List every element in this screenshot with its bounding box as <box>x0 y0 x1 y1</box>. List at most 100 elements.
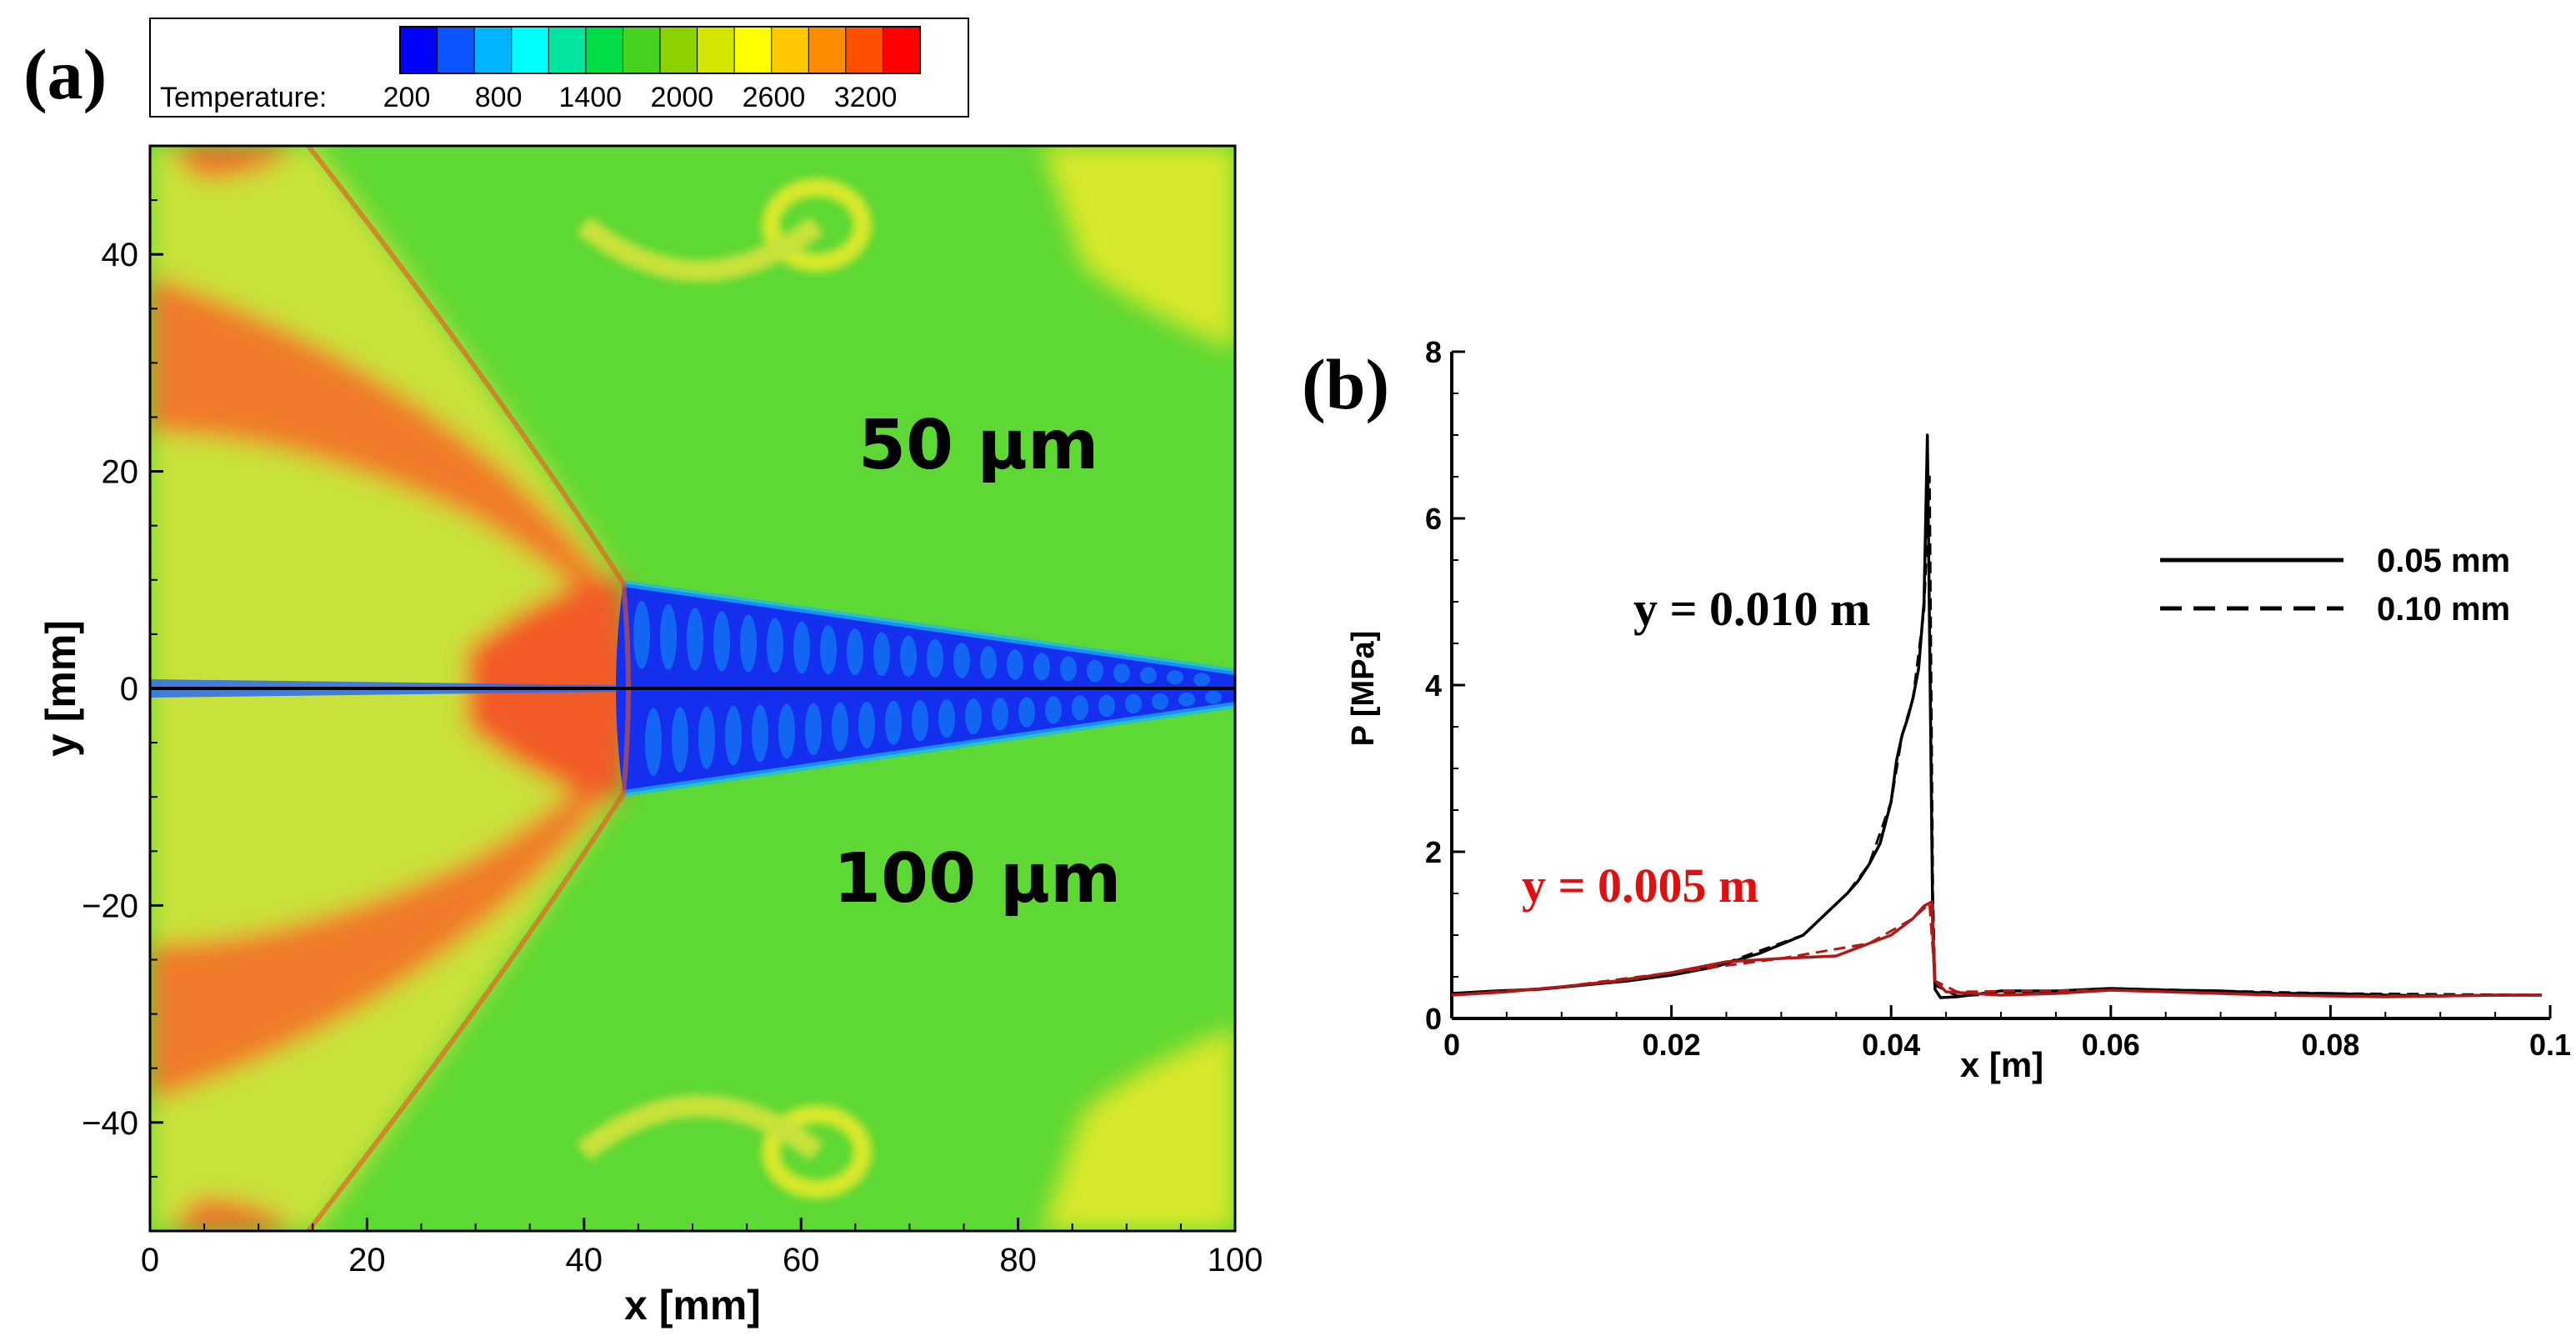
colorbar-swatch <box>473 26 513 74</box>
hot-corner-bl <box>167 1198 292 1231</box>
colorbar-swatch <box>511 26 550 74</box>
x-tick-label-a: 40 <box>566 1242 603 1278</box>
vortex-tail-upper <box>576 216 824 282</box>
colorbar-ticks: 200 800 1400 2000 2600 3200 <box>383 82 898 113</box>
cold-ripple <box>713 611 730 672</box>
vortex-upper <box>762 178 872 272</box>
colorbar-label: Temperature: <box>160 82 327 113</box>
cold-ripples <box>633 600 1222 777</box>
cold-ripple <box>992 698 1008 731</box>
colorbar-swatch <box>437 26 476 74</box>
cold-ripple <box>1007 649 1023 680</box>
panel-b-label: (b) <box>1302 344 1389 424</box>
colorbar-swatch <box>622 26 662 74</box>
y-tick-label-b: 6 <box>1425 502 1442 536</box>
annotation-100um: 100 µm <box>833 839 1122 918</box>
y-tick-label-b: 8 <box>1425 335 1442 369</box>
cold-ripple <box>953 642 970 678</box>
colorbar-swatch <box>548 26 587 74</box>
series-line-3 <box>1451 902 2542 998</box>
cold-ripple <box>1167 670 1183 685</box>
vortex-lower <box>762 1105 872 1198</box>
x-tick-label-b: 0.06 <box>2082 1028 2140 1062</box>
annotation-50um: 50 µm <box>858 406 1098 485</box>
x-tick-label-b: 0.04 <box>1862 1028 1920 1062</box>
cold-ripple <box>740 614 757 673</box>
panel-a-label: (a) <box>23 34 107 114</box>
vortex-rolls <box>576 178 872 1198</box>
colorbar-tick-label: 2000 <box>651 82 714 113</box>
cold-ripple <box>1205 690 1222 704</box>
series-line-0 <box>1451 433 2542 999</box>
cold-ripple <box>847 628 863 676</box>
y-tick-label-b: 4 <box>1425 668 1442 703</box>
cold-ripple <box>927 638 943 678</box>
y-tick-label-a: 20 <box>102 454 139 491</box>
y-axis-title-a: y [mm] <box>38 620 84 757</box>
y-tick-label-a: −20 <box>82 888 138 924</box>
curve-label-y005: y = 0.005 m <box>1522 858 1758 913</box>
cold-ripple <box>660 604 677 670</box>
cold-ripple <box>778 703 795 759</box>
cold-ripple <box>752 704 768 763</box>
cold-ripple <box>1152 693 1168 710</box>
x-tick-label-b: 0.02 <box>1643 1028 1701 1062</box>
cold-ripple <box>980 646 997 679</box>
cold-ripple <box>912 700 928 742</box>
cold-ripple <box>1072 695 1088 721</box>
cold-ripple <box>820 625 837 675</box>
series-b <box>1451 433 2542 999</box>
x-tick-label-b: 0 <box>1443 1028 1460 1062</box>
cold-ripple <box>1193 673 1210 687</box>
cold-ripple <box>1018 697 1035 728</box>
y-tick-label-b: 2 <box>1425 835 1442 869</box>
colorbar-tick-label: 2600 <box>743 82 806 113</box>
colorbar-swatch <box>733 26 773 74</box>
cold-ripple <box>885 701 902 745</box>
cold-wedge-edge <box>623 580 1235 797</box>
x-axis-title-b: x [m] <box>1960 1045 2043 1084</box>
cold-ripple <box>832 702 848 752</box>
colorbar-swatch <box>771 26 810 74</box>
cold-ripple <box>793 621 810 674</box>
cold-ripple <box>1098 694 1115 718</box>
cold-ripple <box>1060 656 1077 682</box>
temperature-field <box>150 146 1235 1231</box>
axes-a: 0 20 40 60 80 100 −40 −20 0 20 40 <box>82 145 1263 1278</box>
colorbar: Temperature: 200 800 1400 2000 2600 3200 <box>149 18 969 118</box>
x-tick-label-a: 100 <box>1208 1242 1263 1278</box>
colorbar-swatch <box>845 26 884 74</box>
cold-ripple <box>900 635 917 677</box>
colorbar-tick-label: 800 <box>475 82 523 113</box>
colorbar-tick-label: 3200 <box>834 82 898 113</box>
colorbar-swatch <box>697 26 736 74</box>
cold-ripple <box>767 618 783 673</box>
legend-label-dashed: 0.10 mm <box>2377 591 2510 628</box>
cold-ripple <box>672 707 688 773</box>
hot-band-lower <box>150 760 621 1102</box>
colorbar-tick-label: 200 <box>383 82 431 113</box>
colorbar-swatches <box>399 26 922 74</box>
hot-corner-tl <box>167 146 292 179</box>
x-tick-label-a: 60 <box>783 1242 820 1278</box>
cold-ripple <box>965 698 982 735</box>
cold-ripple <box>687 608 703 671</box>
colorbar-outline <box>399 26 921 74</box>
cold-ripple <box>1113 663 1130 683</box>
cold-ripple <box>1033 653 1050 681</box>
x-tick-label-b: 0.1 <box>2529 1028 2571 1062</box>
y-axis-title-b: P [MPa] <box>1346 631 1381 747</box>
vortex-tail-lower <box>576 1095 824 1161</box>
series-line-1 <box>1451 475 2542 998</box>
colorbar-swatch <box>882 26 922 74</box>
legend-label-solid: 0.05 mm <box>2377 543 2510 579</box>
cold-ripple <box>1125 693 1142 713</box>
cold-ripple <box>1140 667 1157 684</box>
cold-ripple <box>1045 696 1062 724</box>
cold-ripple <box>805 703 822 756</box>
warm-corner-tr <box>1042 146 1235 350</box>
legend-b: 0.05 mm 0.10 mm <box>2160 543 2510 628</box>
axes-b: 0 0.02 0.04 0.06 0.08 0.1 0 2 4 6 8 <box>1425 335 2571 1062</box>
cold-ripple <box>725 705 742 766</box>
